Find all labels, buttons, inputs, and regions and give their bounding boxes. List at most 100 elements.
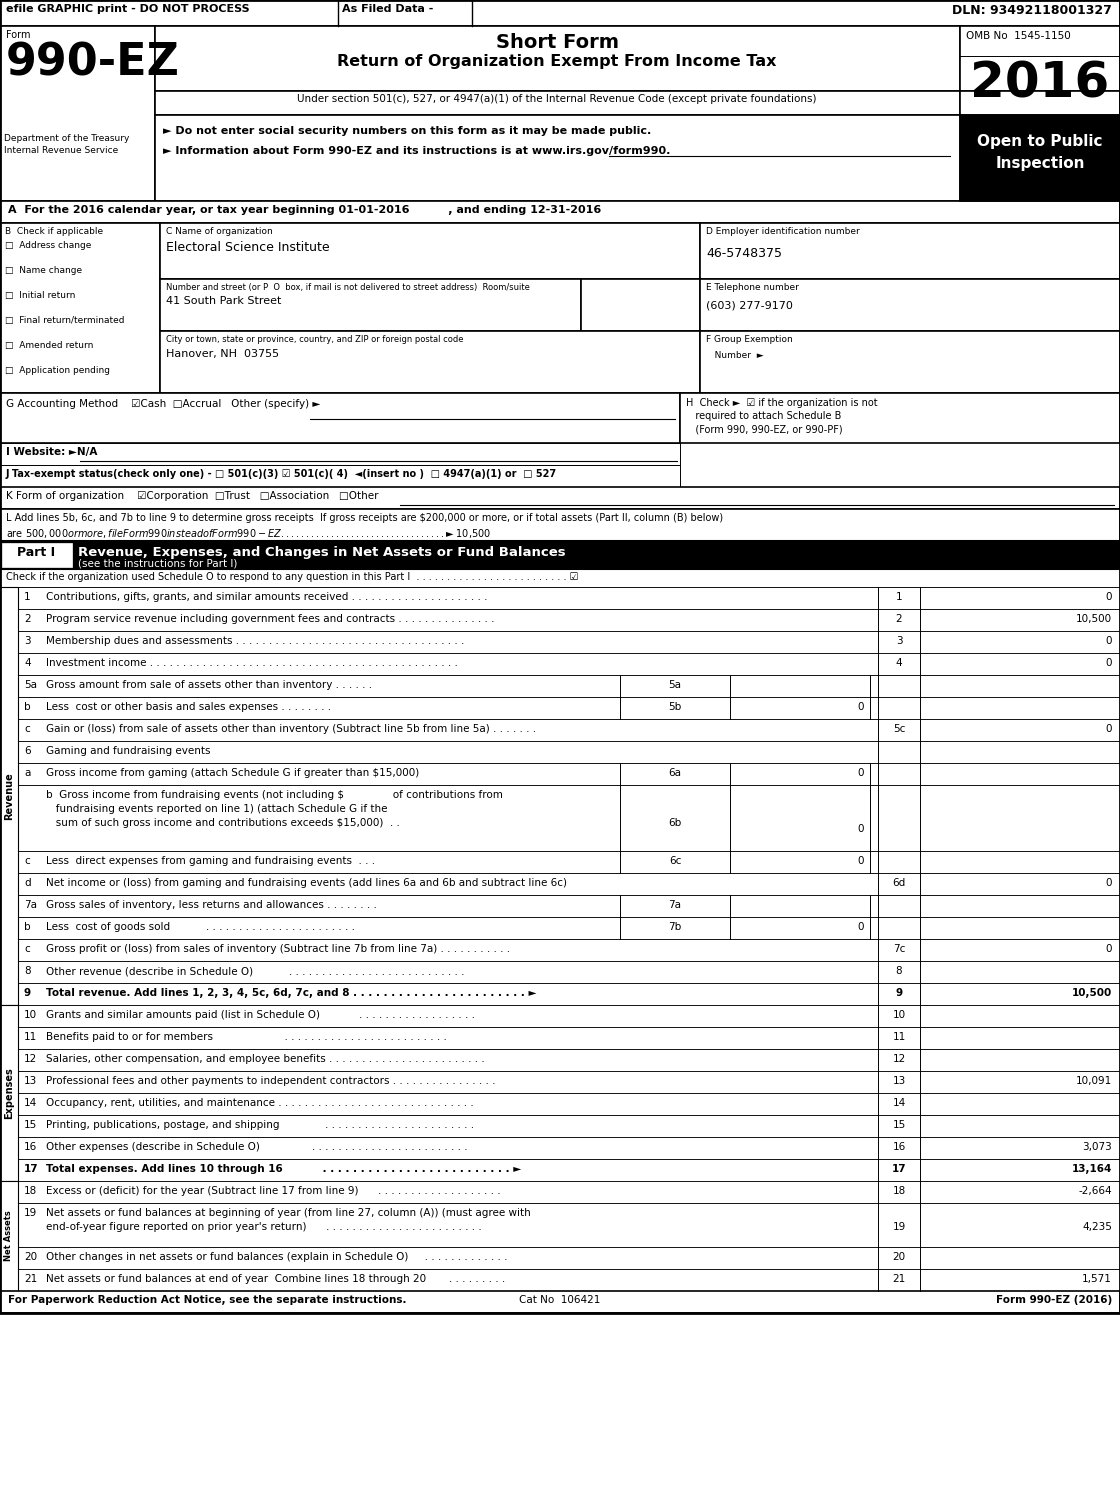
Text: 10,091: 10,091 (1075, 1076, 1112, 1086)
Bar (0, 1180, 18, 1291)
Text: 8: 8 (24, 966, 30, 977)
Text: sum of such gross income and contributions exceeds $15,000)  . .: sum of such gross income and contributio… (46, 818, 400, 828)
Text: b  Gross income from fundraising events (not including $               of contri: b Gross income from fundraising events (… (46, 789, 503, 800)
Text: 2: 2 (24, 614, 30, 625)
Text: 13: 13 (893, 1076, 906, 1086)
Text: 7a: 7a (669, 900, 681, 909)
Text: Gross profit or (loss) from sales of inventory (Subtract line 7b from line 7a) .: Gross profit or (loss) from sales of inv… (46, 944, 510, 954)
Bar (18, 1115, 1120, 1137)
Text: 46-5748375: 46-5748375 (706, 247, 782, 261)
Text: Excess or (deficit) for the year (Subtract line 17 from line 9)      . . . . . .: Excess or (deficit) for the year (Subtra… (46, 1186, 501, 1195)
Text: □  Final return/terminated: □ Final return/terminated (4, 316, 124, 325)
Text: (see the instructions for Part I): (see the instructions for Part I) (78, 559, 237, 569)
Text: Gaming and fundraising events: Gaming and fundraising events (46, 746, 211, 756)
Bar (18, 697, 1120, 719)
Text: Under section 501(c), 527, or 4947(a)(1) of the Internal Revenue Code (except pr: Under section 501(c), 527, or 4947(a)(1)… (297, 94, 816, 103)
Text: L Add lines 5b, 6c, and 7b to line 9 to determine gross receipts  If gross recei: L Add lines 5b, 6c, and 7b to line 9 to … (6, 512, 724, 523)
Text: 6c: 6c (669, 855, 681, 866)
Bar (18, 719, 1120, 742)
Text: 18: 18 (24, 1186, 37, 1195)
Bar (0, 392, 680, 443)
Bar (18, 1094, 1120, 1115)
Text: E Telephone number: E Telephone number (706, 283, 799, 292)
Bar (18, 1137, 1120, 1159)
Text: 10: 10 (24, 1010, 37, 1020)
Text: 5a: 5a (24, 680, 37, 691)
Text: c: c (24, 724, 30, 734)
Bar (0, 487, 1120, 509)
Text: 0: 0 (858, 855, 864, 866)
Bar (2, 542, 72, 568)
Bar (18, 962, 1120, 983)
Text: H  Check ►  ☑ if the organization is not: H Check ► ☑ if the organization is not (685, 398, 878, 407)
Text: 0: 0 (1105, 658, 1112, 668)
Text: 0: 0 (858, 703, 864, 712)
Text: 6a: 6a (669, 768, 681, 777)
Text: Number and street (or P  O  box, if mail is not delivered to street address)  Ro: Number and street (or P O box, if mail i… (166, 283, 530, 292)
Bar (155, 25, 960, 91)
Text: 15: 15 (24, 1121, 37, 1129)
Text: 16: 16 (24, 1141, 37, 1152)
Bar (0, 587, 18, 1005)
Text: □  Amended return: □ Amended return (4, 342, 93, 351)
Text: Form 990-EZ (2016): Form 990-EZ (2016) (996, 1294, 1112, 1305)
Bar (18, 785, 1120, 851)
Bar (700, 279, 1120, 331)
Text: B  Check if applicable: B Check if applicable (4, 228, 103, 237)
Text: 1: 1 (896, 592, 903, 602)
Bar (581, 279, 700, 331)
Text: 9: 9 (895, 989, 903, 998)
Text: 0: 0 (1105, 878, 1112, 888)
Text: 12: 12 (893, 1055, 906, 1064)
Text: 3: 3 (24, 637, 30, 646)
Text: 5c: 5c (893, 724, 905, 734)
Text: Short Form: Short Form (495, 33, 618, 52)
Text: G Accounting Method    ☑Cash  □Accrual   Other (specify) ►: G Accounting Method ☑Cash □Accrual Other… (6, 398, 320, 409)
Text: 20: 20 (893, 1252, 906, 1261)
Text: Printing, publications, postage, and shipping              . . . . . . . . . . .: Printing, publications, postage, and shi… (46, 1121, 474, 1129)
Text: 4: 4 (896, 658, 903, 668)
Bar (0, 201, 1120, 223)
Text: Other changes in net assets or fund balances (explain in Schedule O)     . . . .: Other changes in net assets or fund bala… (46, 1252, 507, 1261)
Text: 21: 21 (24, 1273, 37, 1284)
Bar (155, 91, 960, 115)
Text: b: b (24, 921, 30, 932)
Text: 7b: 7b (669, 921, 682, 932)
Text: Total expenses. Add lines 10 through 16           . . . . . . . . . . . . . . . : Total expenses. Add lines 10 through 16 … (46, 1164, 521, 1174)
Text: 14: 14 (24, 1098, 37, 1109)
Bar (18, 894, 1120, 917)
Text: Return of Organization Exempt From Income Tax: Return of Organization Exempt From Incom… (337, 54, 777, 69)
Bar (160, 223, 700, 279)
Text: C Name of organization: C Name of organization (166, 228, 273, 237)
Text: □  Address change: □ Address change (4, 241, 92, 250)
Bar (18, 1159, 1120, 1180)
Bar (0, 541, 1120, 569)
Text: 3: 3 (896, 637, 903, 646)
Text: fundraising events reported on line 1) (attach Schedule G if the: fundraising events reported on line 1) (… (46, 804, 388, 813)
Text: Membership dues and assessments . . . . . . . . . . . . . . . . . . . . . . . . : Membership dues and assessments . . . . … (46, 637, 465, 646)
Bar (18, 653, 1120, 676)
Text: DLN: 93492118001327: DLN: 93492118001327 (952, 4, 1112, 16)
Text: I Website: ►N/A: I Website: ►N/A (6, 446, 97, 457)
Bar (0, 1005, 18, 1180)
Text: Cat No  106421: Cat No 106421 (520, 1294, 600, 1305)
Text: (603) 277-9170: (603) 277-9170 (706, 301, 793, 312)
Text: Net income or (loss) from gaming and fundraising events (add lines 6a and 6b and: Net income or (loss) from gaming and fun… (46, 878, 567, 888)
Text: are $500,000 or more, file Form 990 instead of Form 990-EZ . . . . . . . . . . .: are $500,000 or more, file Form 990 inst… (6, 527, 491, 539)
Text: 9: 9 (24, 989, 31, 998)
Text: Gross income from gaming (attach Schedule G if greater than $15,000): Gross income from gaming (attach Schedul… (46, 768, 419, 777)
Bar (0, 0, 1120, 1314)
Text: Revenue, Expenses, and Changes in Net Assets or Fund Balances: Revenue, Expenses, and Changes in Net As… (78, 545, 566, 559)
Bar (18, 762, 1120, 785)
Text: efile GRAPHIC print - DO NOT PROCESS: efile GRAPHIC print - DO NOT PROCESS (6, 4, 250, 13)
Text: 19: 19 (893, 1222, 906, 1231)
Bar (18, 983, 1120, 1005)
Text: City or town, state or province, country, and ZIP or foreign postal code: City or town, state or province, country… (166, 336, 464, 345)
Bar (0, 464, 680, 487)
Text: end-of-year figure reported on prior year's return)      . . . . . . . . . . . .: end-of-year figure reported on prior yea… (46, 1222, 482, 1231)
Text: 21: 21 (893, 1273, 906, 1284)
Text: □  Initial return: □ Initial return (4, 291, 75, 300)
Bar (18, 873, 1120, 894)
Text: Total revenue. Add lines 1, 2, 3, 4, 5c, 6d, 7c, and 8 . . . . . . . . . . . . .: Total revenue. Add lines 1, 2, 3, 4, 5c,… (46, 989, 536, 998)
Text: 6d: 6d (893, 878, 906, 888)
